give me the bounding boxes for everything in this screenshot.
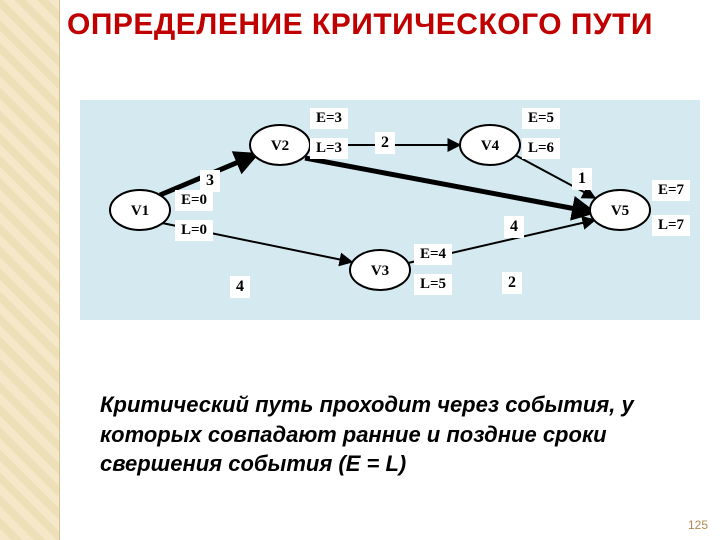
label-v5-e: E=7 bbox=[652, 180, 690, 201]
label-v3-l: L=5 bbox=[414, 274, 452, 295]
label-v4-l: L=6 bbox=[522, 138, 560, 159]
label-e12: 3 bbox=[200, 170, 220, 192]
label-v4-e: E=5 bbox=[522, 108, 560, 129]
node-v3-label: V3 bbox=[371, 263, 389, 279]
node-v2-label: V2 bbox=[271, 138, 289, 154]
label-v1-e: E=0 bbox=[175, 190, 213, 211]
label-e45: 1 bbox=[572, 168, 592, 190]
label-e24: 2 bbox=[375, 132, 395, 154]
label-v5-l: L=7 bbox=[652, 215, 690, 236]
label-v1-l: L=0 bbox=[175, 220, 213, 241]
label-e13: 4 bbox=[230, 276, 250, 298]
label-e25: 4 bbox=[504, 216, 524, 238]
label-e35: 2 bbox=[502, 272, 522, 294]
label-v2-e: E=3 bbox=[310, 108, 348, 129]
label-v2-l: L=3 bbox=[310, 138, 348, 159]
node-v1-label: V1 bbox=[131, 203, 149, 219]
slide-title: ОПРЕДЕЛЕНИЕ КРИТИЧЕСКОГО ПУТИ bbox=[0, 8, 720, 42]
node-v4-label: V4 bbox=[481, 138, 500, 154]
decorative-left-border bbox=[0, 0, 60, 540]
label-v3-e: E=4 bbox=[414, 244, 452, 265]
node-v5-label: V5 bbox=[611, 203, 629, 219]
edge-v2-v5 bbox=[305, 158, 592, 212]
page-number: 125 bbox=[688, 518, 708, 532]
caption-text: Критический путь проходит через события,… bbox=[100, 390, 680, 479]
